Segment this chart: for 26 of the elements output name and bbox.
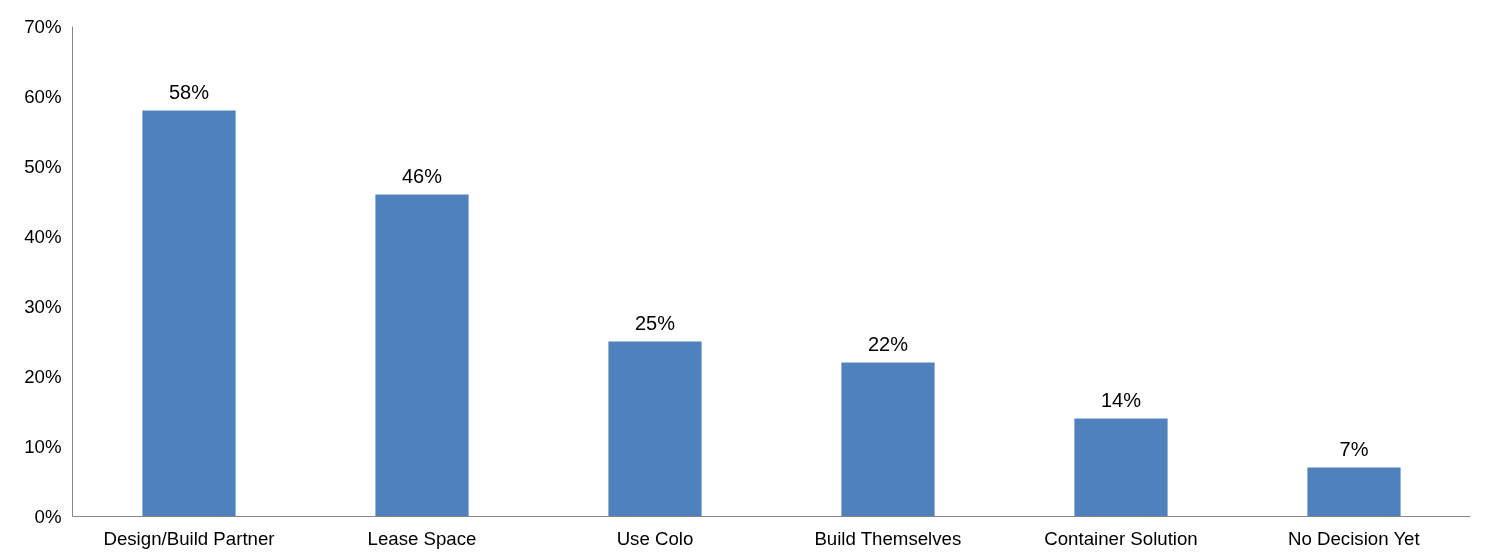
x-tick-label: Lease Space	[367, 527, 477, 549]
x-tick-label: Container Solution	[1044, 527, 1198, 549]
x-tick-label: Build Themselves	[814, 527, 962, 549]
bar	[841, 362, 935, 517]
data-label: 25%	[634, 311, 676, 334]
bar	[1307, 467, 1401, 517]
data-label: 46%	[401, 164, 443, 187]
x-tick-label: Use Colo	[616, 527, 694, 549]
data-label: 22%	[867, 332, 909, 355]
bar	[142, 110, 236, 517]
y-tick-label: 60%	[24, 86, 62, 107]
y-tick-label: 20%	[24, 366, 62, 387]
data-label: 14%	[1100, 388, 1142, 411]
data-label: 58%	[168, 80, 210, 103]
x-tick-label: Design/Build Partner	[103, 527, 275, 549]
bar	[375, 194, 469, 517]
y-tick-label: 0%	[34, 506, 62, 527]
y-tick-label: 70%	[24, 16, 62, 37]
y-tick-label: 10%	[24, 436, 62, 457]
x-tick-label: No Decision Yet	[1287, 527, 1421, 549]
y-tick-label: 50%	[24, 156, 62, 177]
bar	[608, 341, 702, 517]
y-tick-label: 30%	[24, 296, 62, 317]
data-label: 7%	[1339, 437, 1369, 460]
bar	[1074, 418, 1168, 517]
y-tick-label: 40%	[24, 226, 62, 247]
